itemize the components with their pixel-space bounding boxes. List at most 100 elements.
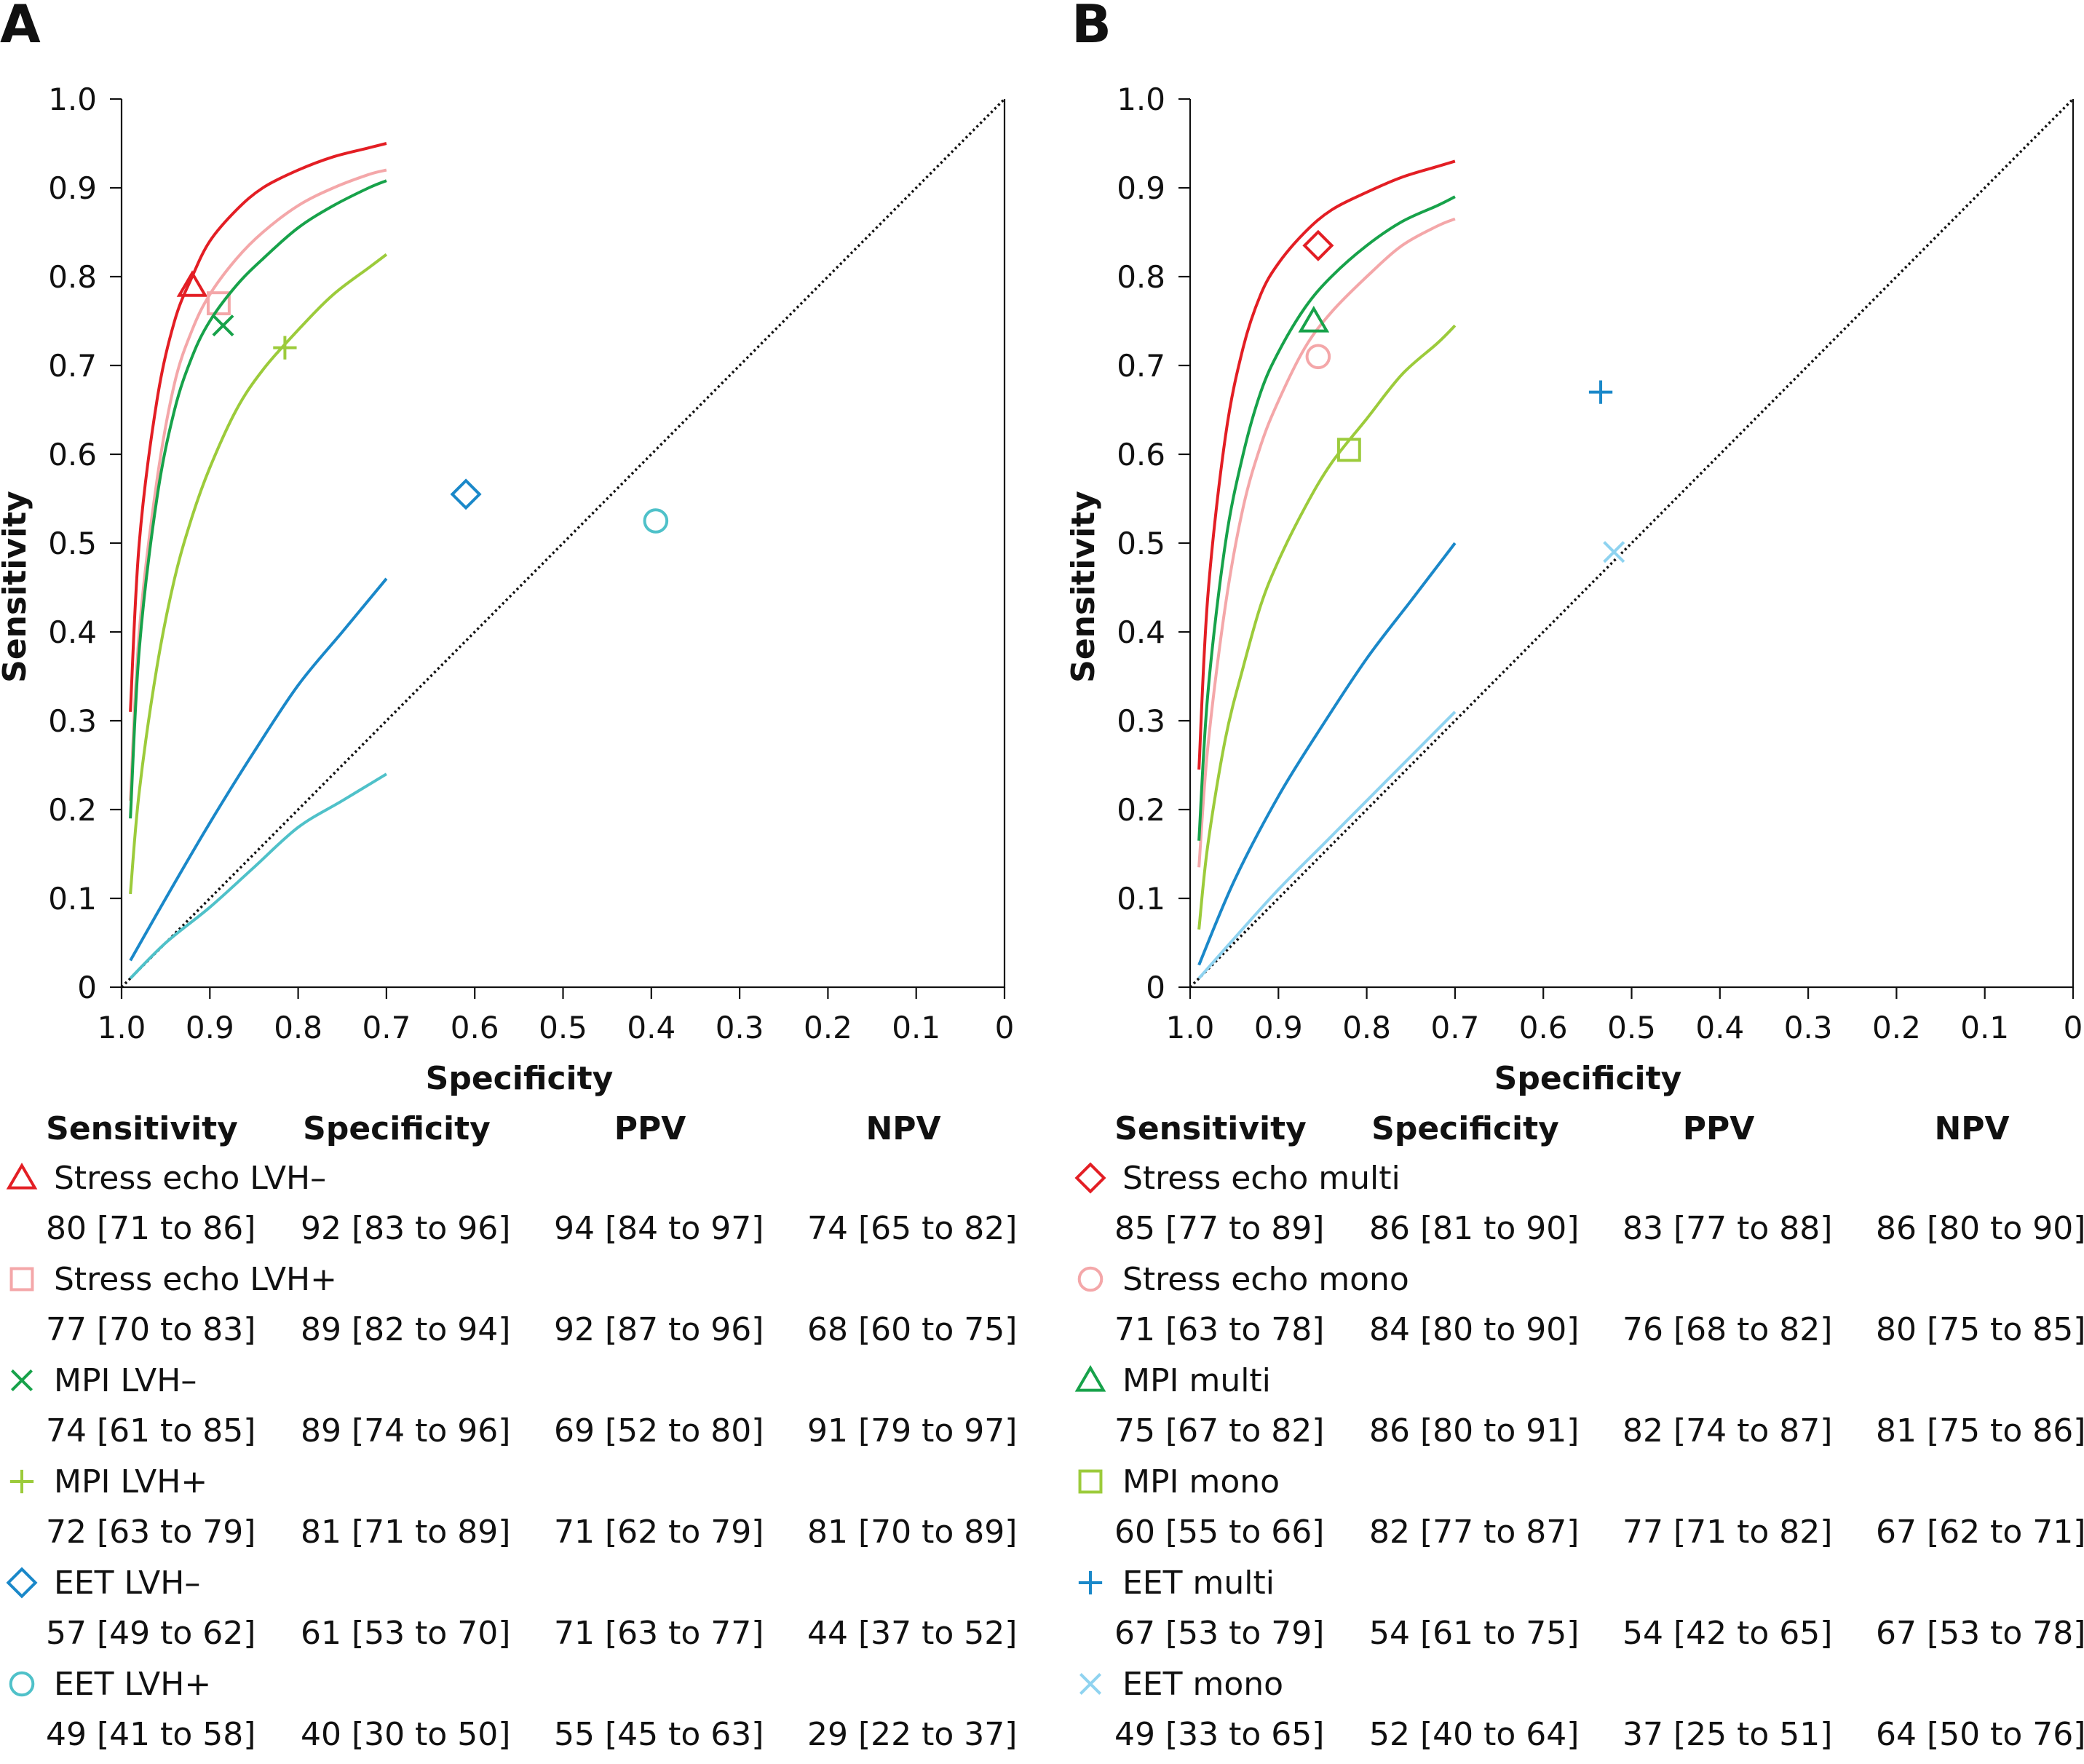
chance-diagonal (1189, 98, 2075, 989)
stat-cell: 67 [53 to 78] (1876, 1615, 2084, 1652)
y-tick-label: 0.7 (48, 348, 97, 384)
series-4 (1197, 324, 1457, 930)
stat-cell: 89 [82 to 94] (301, 1311, 510, 1348)
legend-row: MPI LVH+ 72 [63 to 79] 81 [71 to 89] 71 [62… (9, 1463, 1017, 1551)
series-2 (129, 168, 387, 801)
stat-cell: 80 [71 to 86] (46, 1210, 255, 1247)
x-axis-title: Specificity (1494, 1060, 1682, 1097)
sroc-curve (1197, 159, 1456, 770)
stat-cell: 74 [61 to 85] (46, 1412, 255, 1449)
summary-point-square-icon (206, 291, 231, 316)
x-tick-label: 0 (2064, 1010, 2083, 1045)
stat-cell: 71 [63 to 77] (554, 1615, 764, 1652)
legend-row: MPI multi 75 [67 to 82] 86 [80 to 91] 82 [7… (1074, 1362, 2084, 1449)
series-1 (129, 142, 387, 712)
stat-cell: 94 [84 to 97] (554, 1210, 764, 1247)
legend-label: EET multi (1122, 1565, 1275, 1602)
stat-cell: 29 [22 to 37] (807, 1716, 1017, 1753)
y-tick-label: 0.3 (48, 703, 97, 739)
x-tick-label: 0.3 (716, 1010, 764, 1045)
x-tick-label: 0.4 (1695, 1010, 1744, 1045)
summary-point-x-icon (1603, 541, 1625, 563)
y-tick-label: 0.6 (1117, 437, 1165, 472)
y-tick-label: 0.8 (48, 259, 97, 295)
legend-triangle-icon (6, 1163, 38, 1190)
stat-cell: 80 [75 to 85] (1876, 1311, 2084, 1348)
x-tick-label: 0.9 (186, 1010, 234, 1045)
series-5 (129, 478, 482, 962)
sroc-curve (129, 577, 388, 962)
sroc-curve (129, 772, 387, 980)
stat-cell: 86 [80 to 91] (1369, 1412, 1579, 1449)
plot-frame (1189, 99, 2075, 989)
y-tick-label: 0.3 (1117, 703, 1165, 739)
x-tick-label: 0.9 (1254, 1010, 1303, 1045)
y-tick-label: 1.0 (1117, 82, 1165, 117)
legend-row: EET LVH+ 49 [41 to 58] 40 [30 to 50] 55 [45… (9, 1666, 1017, 1753)
y-tick-label: 0.4 (48, 614, 97, 650)
y-tick-label: 0.4 (1117, 614, 1165, 650)
legend-x-icon (1079, 1672, 1102, 1696)
stat-cell: 49 [41 to 58] (46, 1716, 255, 1753)
series-5 (1197, 380, 1613, 966)
x-tick-label: 0.5 (1607, 1010, 1656, 1045)
legend-label: MPI LVH+ (54, 1463, 207, 1500)
x-tick-label: 0.7 (362, 1010, 411, 1045)
sroc-curve (1197, 217, 1456, 868)
x-tick-label: 0.1 (892, 1010, 940, 1045)
x-tick-label: 1.0 (98, 1010, 146, 1045)
x-tick-label: 0.5 (539, 1010, 587, 1045)
y-tick-label: 0.1 (1117, 881, 1165, 917)
y-tick-label: 0.2 (1117, 792, 1165, 828)
legend-label: EET LVH+ (54, 1666, 211, 1703)
x-axis-title: Specificity (426, 1060, 614, 1097)
sroc-curve (1197, 711, 1457, 980)
summary-point-plus-icon (1588, 380, 1613, 404)
legend-row: Stress echo mono 71 [63 to 78] 84 [80 to 9… (1077, 1261, 2084, 1348)
stat-cell: 77 [70 to 83] (46, 1311, 255, 1348)
x-tick-label: 0.2 (804, 1010, 852, 1045)
summary-point-square-icon (1336, 438, 1361, 462)
stat-cell: 54 [61 to 75] (1369, 1615, 1579, 1652)
sroc-curve (129, 168, 387, 801)
legend-diamond-icon (6, 1567, 38, 1599)
sroc-curve (129, 142, 387, 712)
y-axis-title: Sensitivity (0, 491, 33, 683)
y-tick-label: 0.5 (1117, 526, 1165, 561)
series-3 (1197, 195, 1456, 841)
stat-cell: 71 [63 to 78] (1114, 1311, 1324, 1348)
table-header: PPV (1683, 1110, 1755, 1147)
chance-diagonal (120, 98, 1006, 989)
panel-label: B (1071, 0, 1112, 55)
legend-label: EET LVH– (54, 1565, 200, 1602)
x-tick-label: 0.8 (1342, 1010, 1391, 1045)
stat-cell: 85 [77 to 89] (1114, 1210, 1324, 1247)
legend-row: Stress echo multi 85 [77 to 89] 86 [81 to … (1074, 1160, 2084, 1247)
stat-cell: 74 [65 to 82] (807, 1210, 1017, 1247)
legend-label: MPI mono (1122, 1463, 1280, 1500)
legend-label: MPI multi (1122, 1362, 1271, 1399)
summary-point-diamond-icon (1302, 229, 1334, 261)
stat-cell: 67 [53 to 79] (1114, 1615, 1324, 1652)
legend-label: MPI LVH– (54, 1362, 197, 1399)
stat-cell: 67 [62 to 71] (1876, 1514, 2084, 1551)
stat-cell: 82 [77 to 87] (1369, 1514, 1579, 1551)
y-tick-label: 0.7 (1117, 348, 1165, 384)
sroc-curve (1197, 324, 1457, 930)
stat-cell: 68 [60 to 75] (807, 1311, 1017, 1348)
table-header: PPV (614, 1110, 686, 1147)
x-tick-label: 1.0 (1166, 1010, 1215, 1045)
series-4 (129, 253, 388, 895)
table-header: Sensitivity (46, 1110, 238, 1147)
legend-triangle-icon (1074, 1365, 1106, 1392)
x-tick-label: 0.4 (627, 1010, 675, 1045)
stat-cell: 60 [55 to 66] (1114, 1514, 1324, 1551)
stat-cell: 86 [80 to 90] (1876, 1210, 2084, 1247)
y-axis-title: Sensitivity (1065, 491, 1102, 683)
stat-cell: 89 [74 to 96] (301, 1412, 510, 1449)
x-tick-label: 0.6 (451, 1010, 499, 1045)
stat-cell: 91 [79 to 97] (807, 1412, 1017, 1449)
stat-cell: 75 [67 to 82] (1114, 1412, 1324, 1449)
summary-point-circle-icon (643, 508, 669, 534)
